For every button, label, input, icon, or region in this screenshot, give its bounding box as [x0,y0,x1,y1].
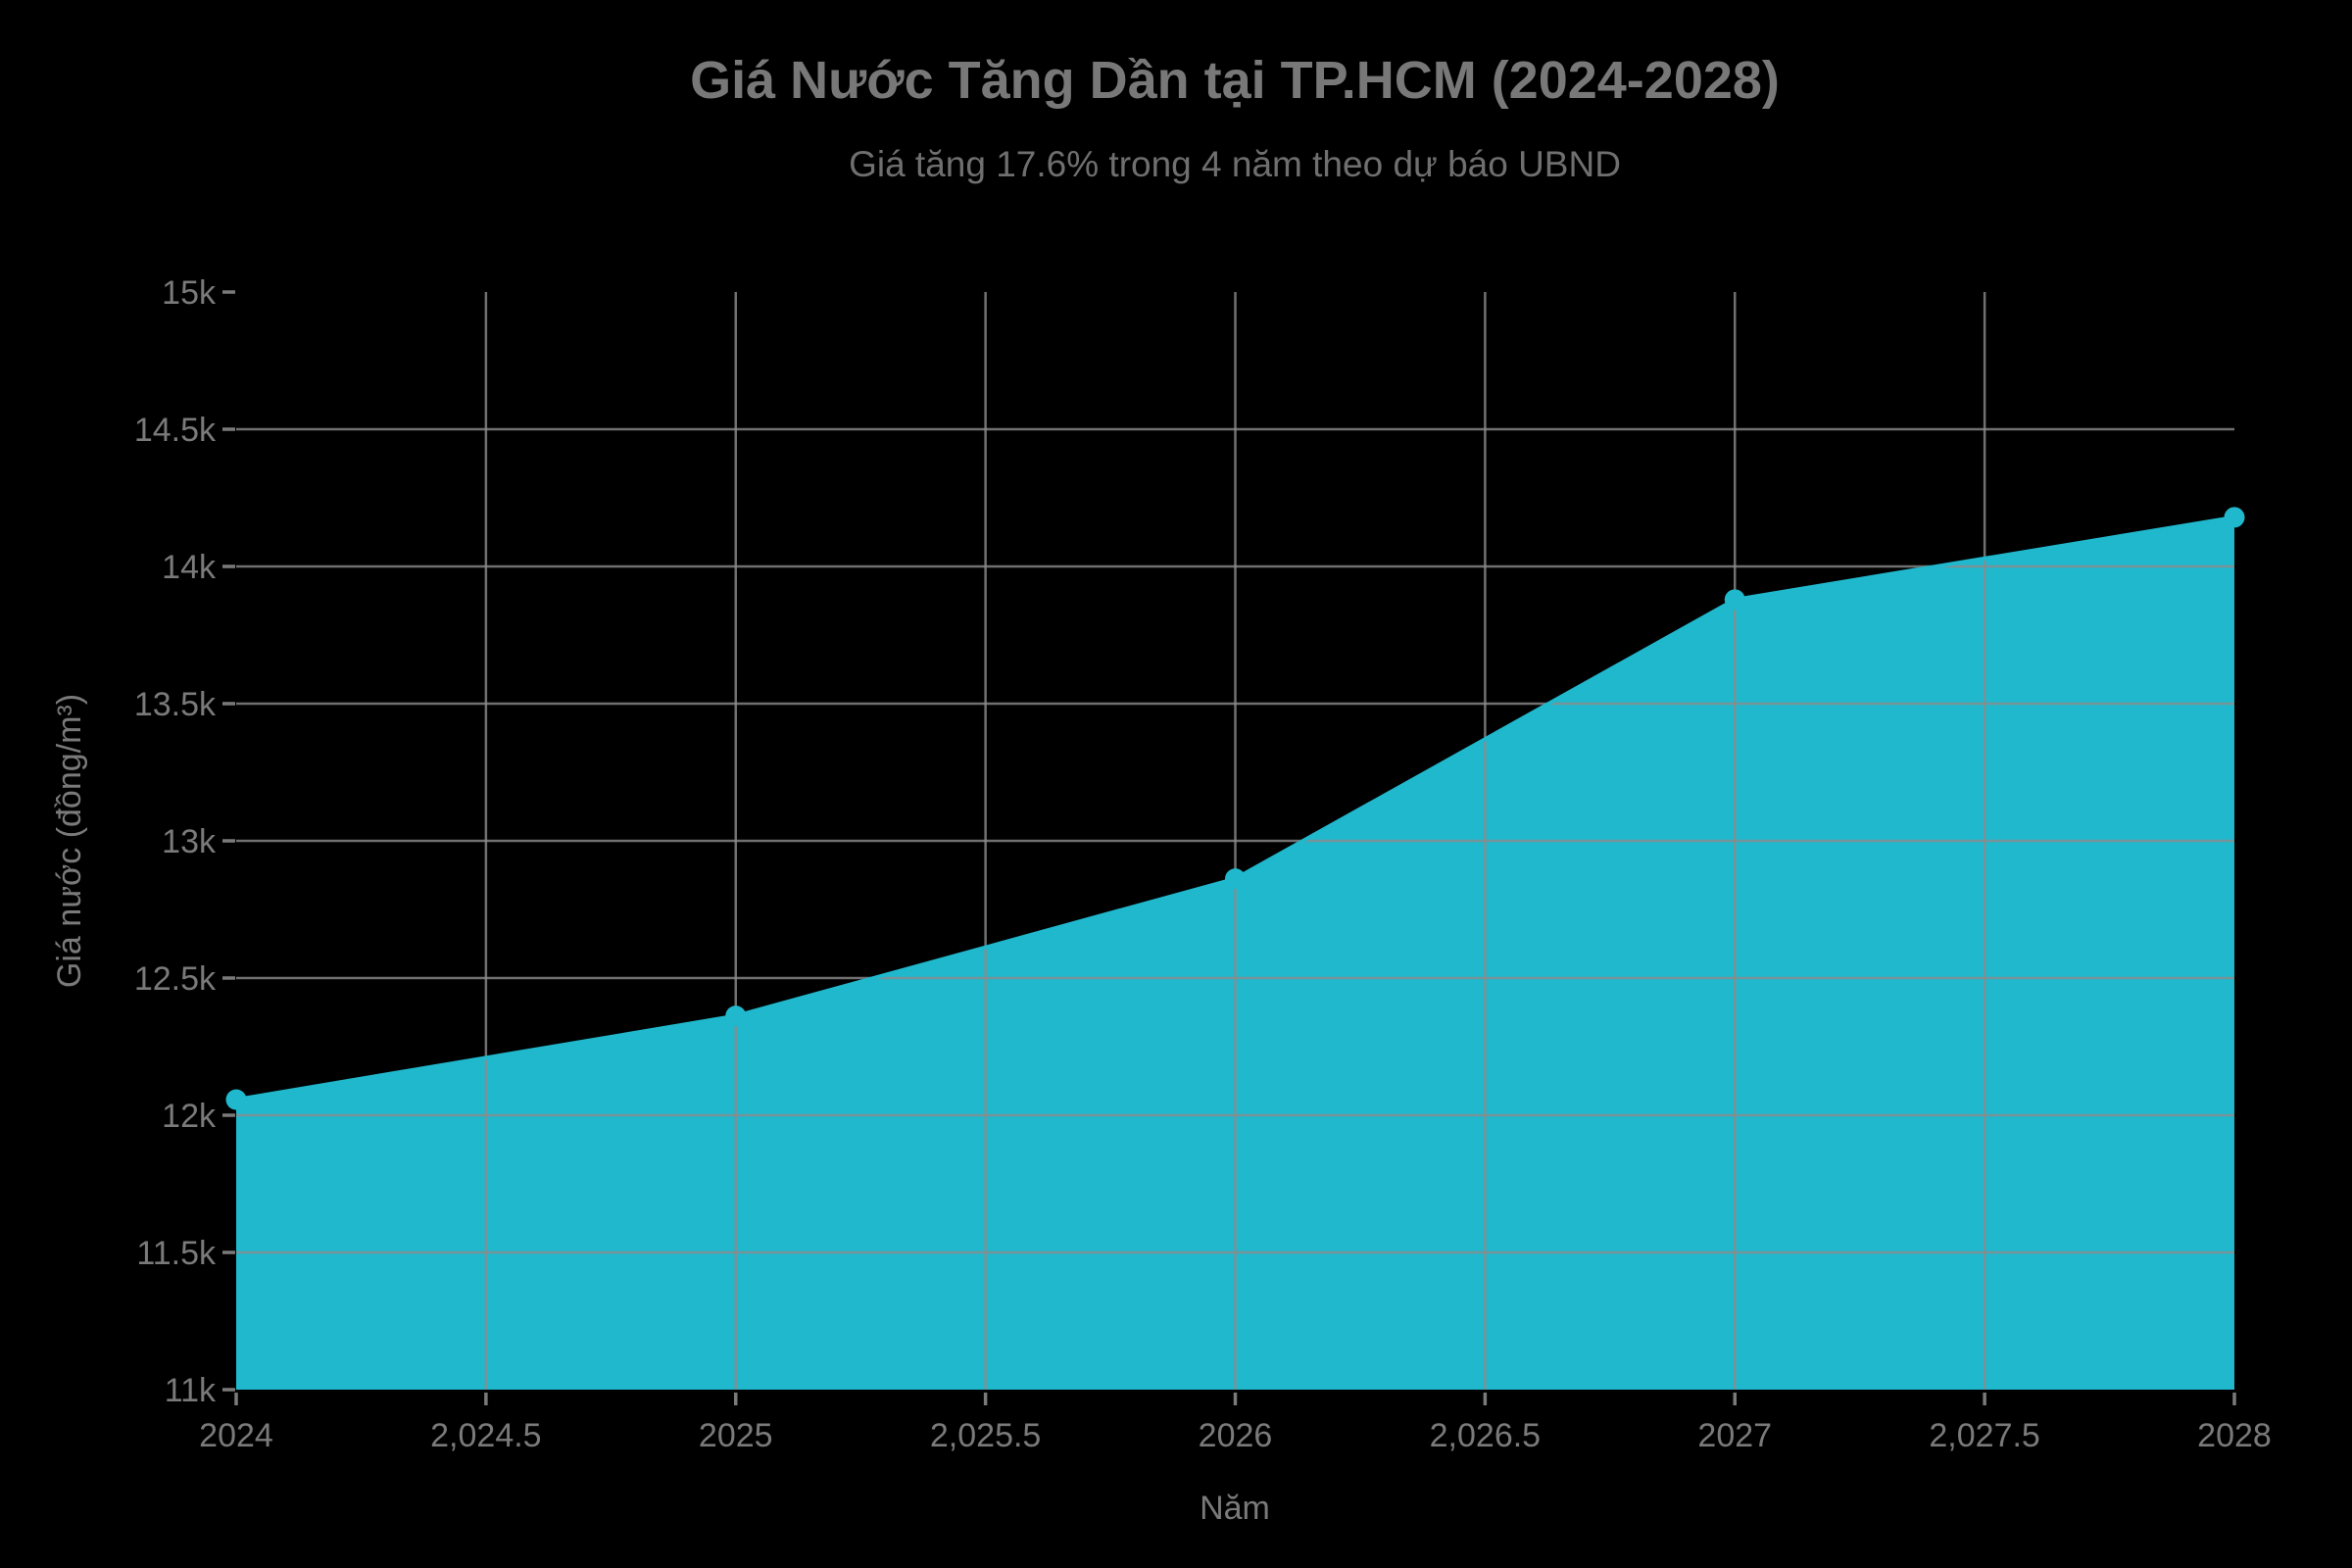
series-line-layer [225,507,2245,1110]
y-tick-label: 13.5k [134,686,217,723]
y-tick-label: 12.5k [134,960,217,998]
y-axis-title: Giá nước (đồng/m³) [51,694,88,988]
x-tick-label: 2,026.5 [1430,1417,1541,1454]
chart-subtitle: Giá tăng 17.6% trong 4 năm theo dự báo U… [849,144,1621,184]
data-point-marker [2224,507,2245,528]
y-tick-label: 15k [162,274,217,312]
data-point-marker [725,1005,747,1027]
gridlines-layer [236,292,2234,1390]
x-tick-label: 2,025.5 [930,1417,1041,1454]
y-tick-label: 11.5k [136,1235,217,1272]
tick-labels-layer: 2024 2,024.5 2025 2,025.5 2026 2,026.5 2027 2,0… [134,274,2272,1454]
x-tick-label: 2024 [199,1417,273,1454]
x-tick-label: 2027 [1697,1417,1772,1454]
x-axis-title: Năm [1200,1490,1270,1527]
x-tick-label: 2025 [699,1417,773,1454]
data-point-marker [1724,589,1745,611]
data-point-marker [1225,868,1246,890]
x-tick-label: 2028 [2197,1417,2272,1454]
chart-title: Giá Nước Tăng Dần tại TP.HCM (2024-2028) [690,51,1780,110]
x-tick-label: 2,027.5 [1929,1417,2039,1454]
y-tick-label: 11k [165,1372,217,1409]
y-tick-label: 14.5k [134,412,217,449]
axis-ticks-layer [222,290,2236,1405]
y-tick-label: 13k [162,823,217,860]
y-tick-label: 12k [162,1098,217,1135]
data-point-marker [225,1089,247,1110]
x-tick-label: 2,024.5 [430,1417,541,1454]
x-tick-label: 2026 [1199,1417,1273,1454]
y-tick-label: 14k [162,549,217,586]
